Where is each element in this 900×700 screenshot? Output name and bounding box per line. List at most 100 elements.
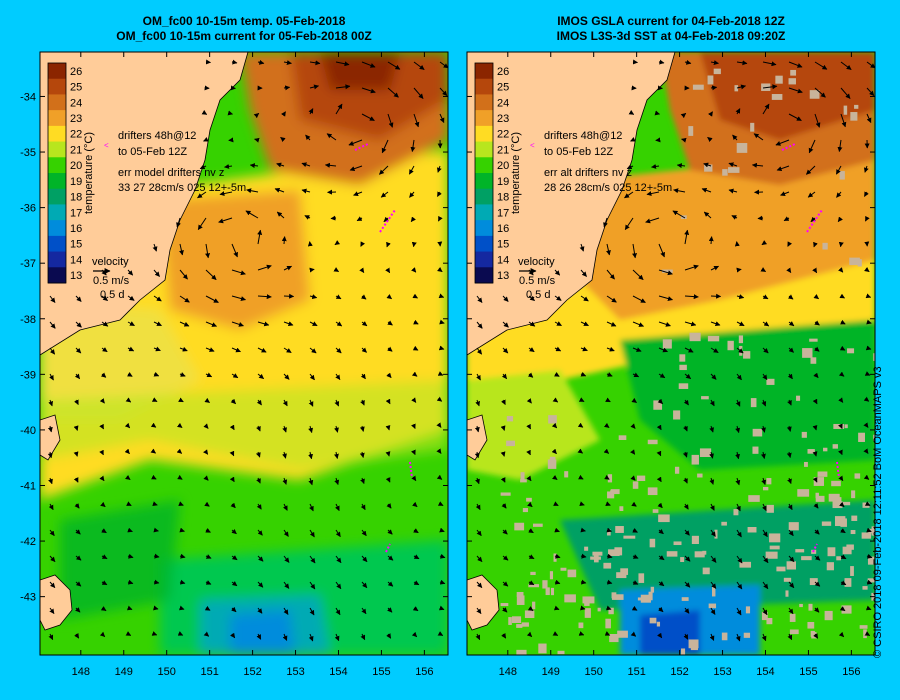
colorbar-swatch-15 — [48, 235, 66, 253]
current-arrow — [788, 113, 802, 121]
colorbar-swatch-21 — [48, 141, 66, 158]
current-arrow — [334, 399, 340, 407]
current-arrow — [658, 269, 673, 276]
current-arrow — [476, 295, 483, 303]
current-arrow — [810, 216, 816, 223]
current-arrow — [866, 113, 872, 124]
current-arrow — [49, 347, 56, 355]
current-arrow — [125, 631, 132, 636]
left-drifter-legend: < drifters 48h@12 to 05-Feb 12Z err mode… — [104, 130, 246, 194]
current-arrow — [100, 501, 106, 508]
current-arrow — [283, 607, 289, 615]
current-arrow — [153, 579, 160, 585]
missing-data-patch — [707, 75, 714, 85]
current-arrow — [385, 398, 391, 405]
lon-label: 150 — [158, 666, 176, 678]
current-arrow — [579, 243, 585, 252]
current-arrow — [787, 241, 793, 247]
current-arrow — [681, 137, 687, 143]
current-arrow — [813, 503, 819, 509]
current-arrow — [788, 347, 794, 353]
current-arrow — [439, 527, 445, 533]
missing-data-patch — [785, 590, 789, 597]
missing-data-patch — [545, 587, 550, 596]
missing-data-patch — [653, 400, 663, 410]
current-arrow — [736, 529, 742, 538]
current-arrow — [577, 422, 584, 428]
current-arrow — [710, 529, 716, 537]
current-arrow — [605, 501, 611, 506]
current-arrow — [735, 633, 741, 642]
current-arrow — [736, 581, 743, 590]
right-drifter-legend: < drifters 48h@12 to 05-Feb 12Z err alt … — [530, 130, 672, 194]
right-panel-frame — [466, 51, 876, 656]
current-arrow — [812, 477, 818, 483]
missing-data-patch — [851, 490, 856, 499]
missing-data-patch — [867, 556, 875, 565]
current-arrow — [125, 474, 131, 481]
current-arrow — [710, 607, 716, 615]
current-arrow — [204, 501, 210, 507]
missing-data-patch — [640, 594, 651, 603]
missing-data-patch — [549, 571, 554, 580]
lon-label: 151 — [627, 666, 645, 678]
current-arrow — [49, 607, 55, 615]
current-arrow — [203, 136, 209, 142]
current-arrow — [124, 448, 130, 455]
current-arrow — [632, 347, 642, 352]
right-drifter-label-2: to 05-Feb 12Z — [544, 146, 613, 158]
current-arrow — [757, 215, 764, 221]
left-drifter-tracks — [354, 143, 413, 553]
current-arrow — [257, 555, 264, 562]
current-arrow — [580, 295, 589, 302]
current-arrow — [808, 139, 816, 154]
current-arrow — [684, 229, 690, 245]
current-arrow — [528, 528, 534, 534]
missing-data-patch — [691, 535, 699, 545]
current-arrow — [787, 294, 794, 300]
current-arrow — [379, 165, 389, 175]
current-arrow — [438, 345, 445, 351]
current-arrow — [500, 477, 506, 483]
current-arrow — [578, 631, 585, 636]
current-arrow — [246, 188, 259, 194]
lat-label: -41 — [20, 480, 36, 492]
current-arrow — [75, 321, 82, 328]
current-arrow — [385, 424, 391, 431]
missing-data-patch — [516, 624, 523, 628]
colorbar-label: temperature (°C) — [510, 132, 522, 214]
lon-label: 152 — [670, 666, 688, 678]
current-arrow — [866, 61, 875, 69]
missing-data-patch — [815, 495, 825, 502]
current-arrow — [153, 346, 161, 352]
right-colorbar: 26 25 24 23 22 21 20 19 18 17 16 15 14 13 temperature … — [474, 62, 522, 284]
current-arrow — [526, 475, 532, 482]
current-arrow — [127, 321, 135, 327]
current-arrow — [99, 398, 105, 404]
current-arrow — [204, 397, 210, 403]
colorbar-tick-23: 23 — [497, 113, 509, 125]
current-arrow — [349, 165, 363, 172]
missing-data-patch — [681, 648, 686, 655]
colorbar-swatch-15 — [475, 235, 493, 253]
current-arrow — [753, 133, 764, 141]
current-arrow — [788, 607, 794, 615]
missing-data-patch — [858, 432, 865, 442]
current-arrow — [502, 555, 509, 561]
left-velocity-time: 0.5 d — [100, 289, 124, 301]
current-arrow — [786, 267, 792, 274]
current-arrow — [283, 321, 294, 327]
missing-data-patch — [584, 546, 589, 551]
missing-data-patch — [542, 580, 548, 589]
current-arrow — [411, 449, 416, 456]
current-arrow — [101, 347, 108, 353]
colorbar-tick-13: 13 — [497, 270, 509, 282]
current-arrow — [838, 267, 844, 273]
current-arrow — [47, 451, 53, 459]
missing-data-patch — [827, 547, 836, 557]
current-arrow — [257, 229, 263, 245]
current-arrow — [274, 187, 285, 193]
current-arrow — [282, 425, 287, 433]
right-missing-data-patches — [500, 62, 875, 655]
current-arrow — [153, 269, 160, 277]
